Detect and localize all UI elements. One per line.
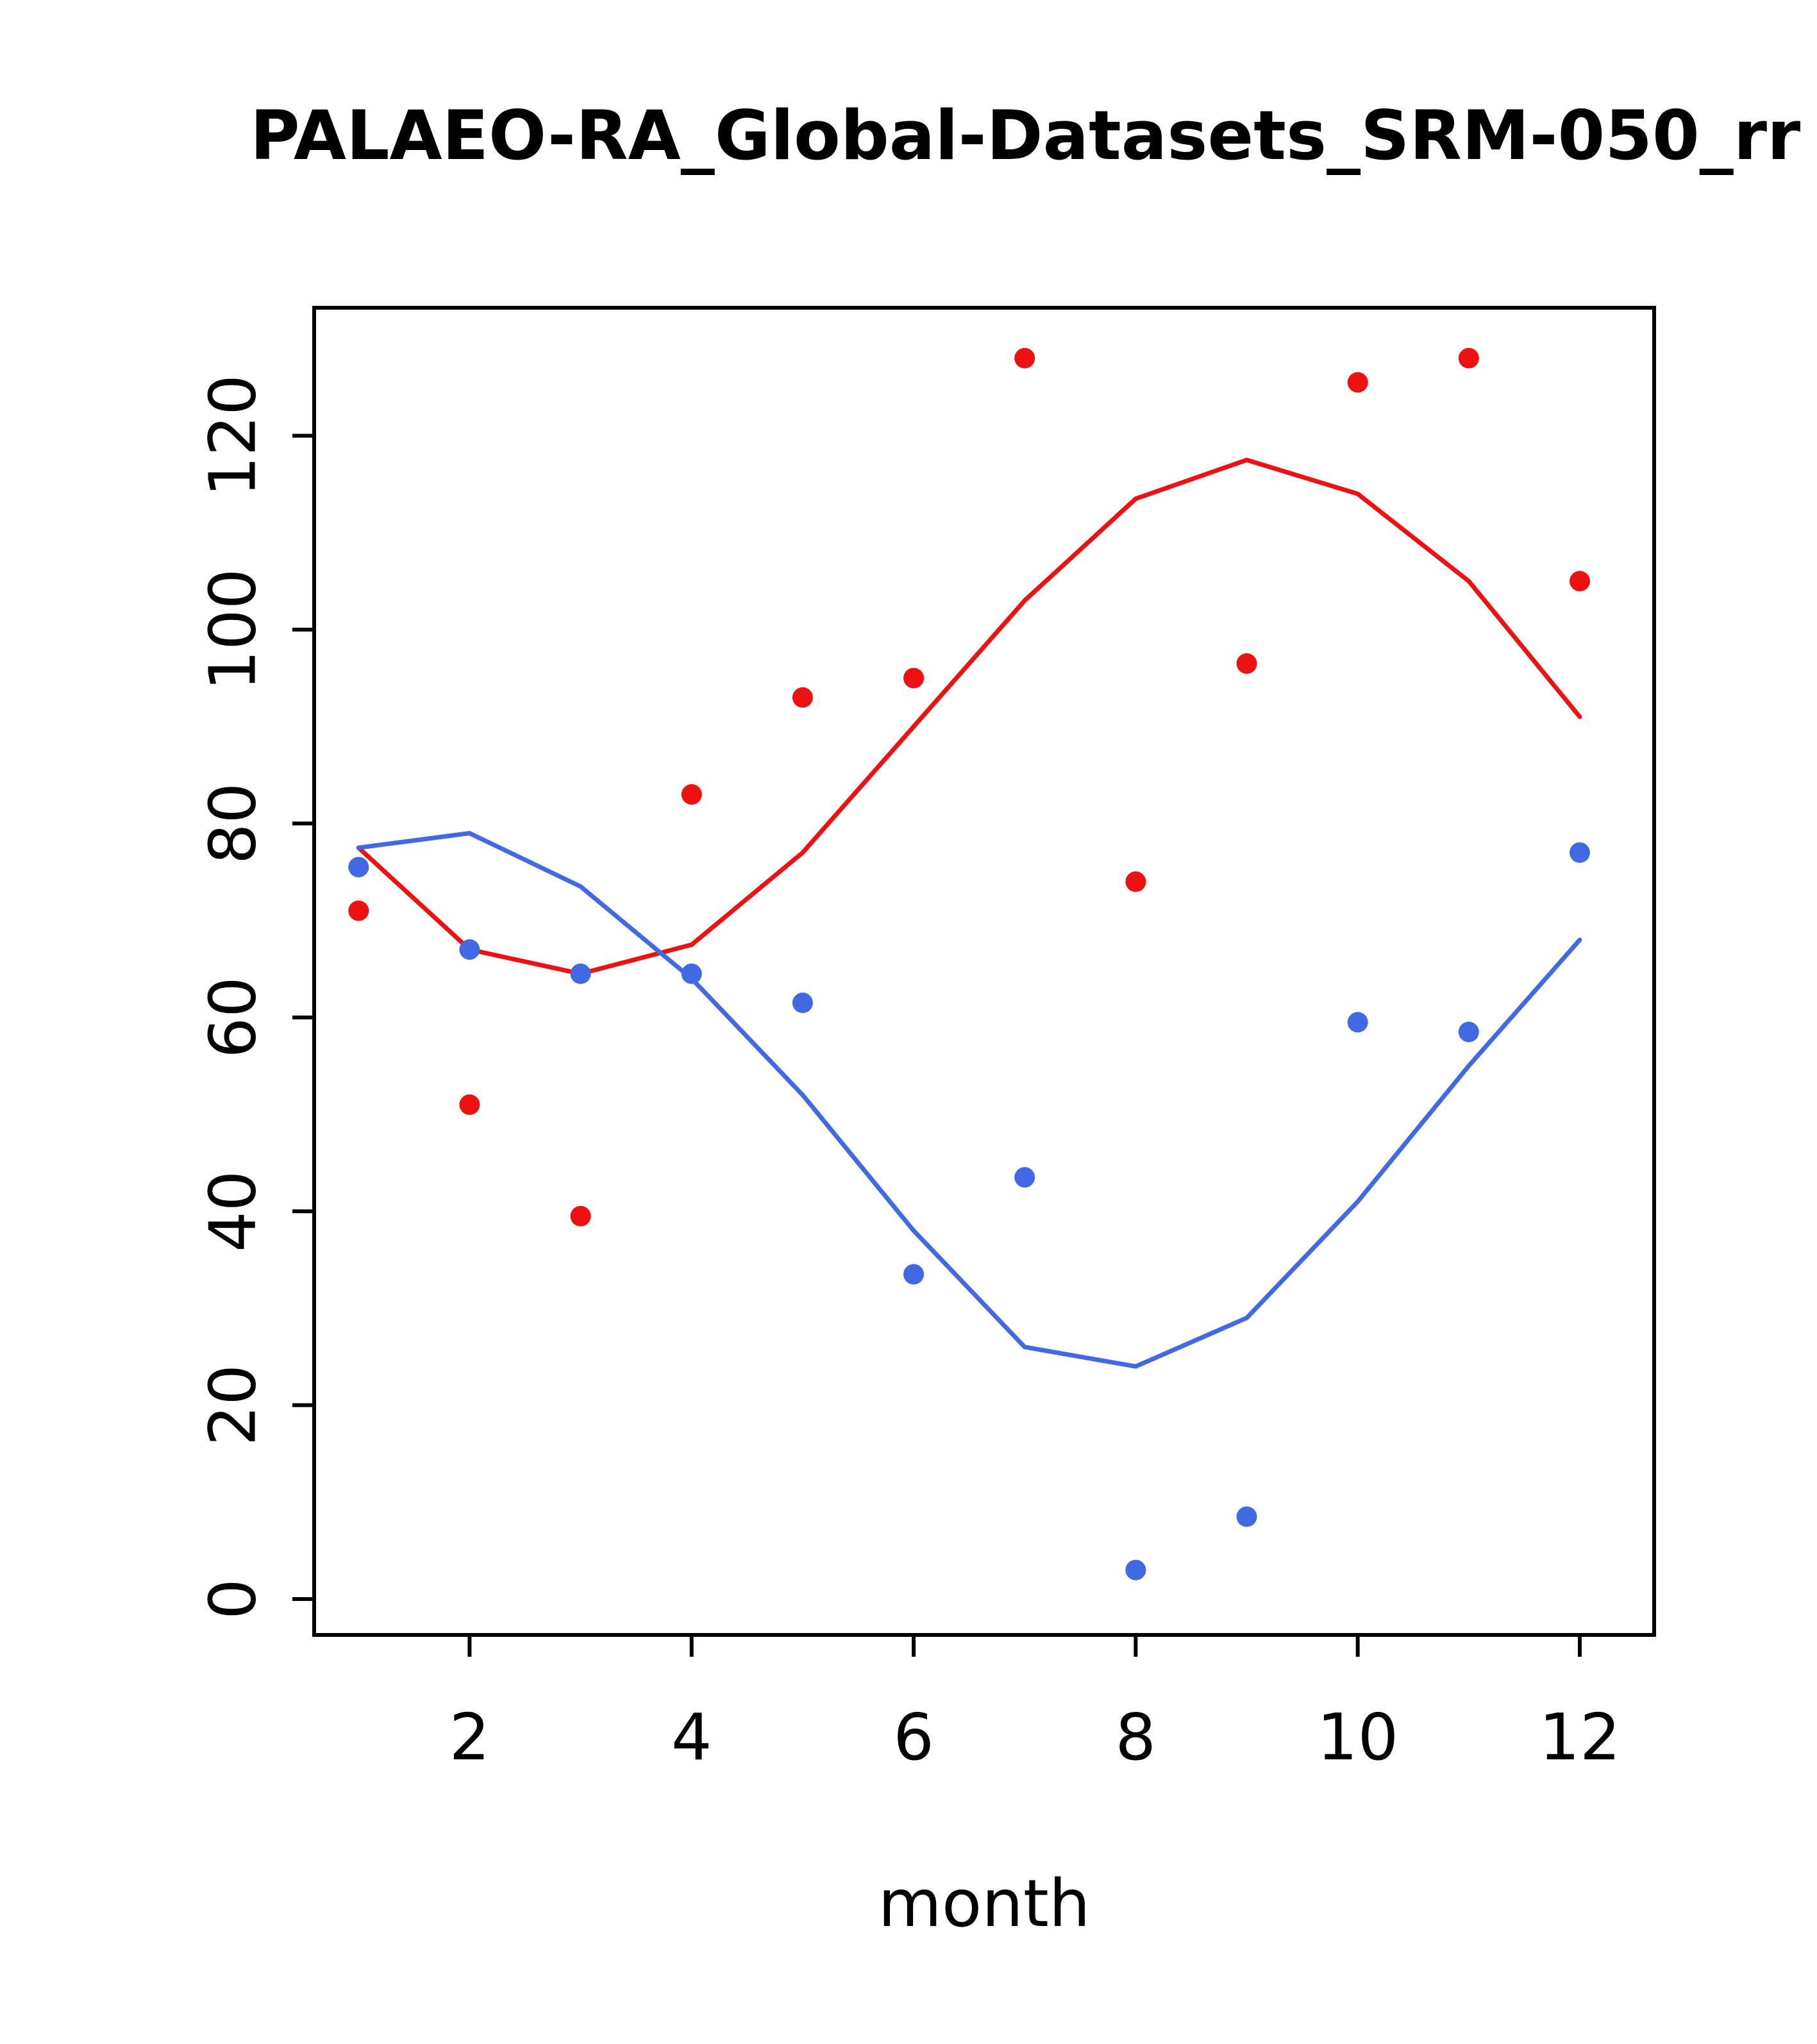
- x-tick-label: 10: [1317, 1700, 1398, 1775]
- x-tick-label: 6: [893, 1700, 934, 1775]
- blue-points-marker: [570, 963, 591, 984]
- plot-box: [312, 306, 1656, 1637]
- y-tick-label: 100: [195, 569, 270, 691]
- x-tick-label: 4: [671, 1700, 712, 1775]
- red-points-marker: [1458, 348, 1479, 369]
- red-points-marker: [348, 900, 369, 921]
- red-points-marker: [570, 1205, 591, 1227]
- blue-points-marker: [459, 939, 480, 960]
- chart-title: PALAEO-RA_Global-Datasets_SRM-050_rr: [250, 96, 1801, 175]
- y-tick-label: 80: [195, 783, 270, 864]
- red-line: [356, 457, 1582, 976]
- x-tick-label: 12: [1539, 1700, 1620, 1775]
- blue-points-marker: [348, 857, 369, 878]
- blue-points-marker: [1014, 1167, 1035, 1188]
- red-points-marker: [459, 1094, 480, 1115]
- blue-points-marker: [1347, 1012, 1368, 1033]
- red-points-marker: [903, 667, 925, 689]
- y-tick-label: 60: [195, 976, 270, 1058]
- x-tick-label: 2: [449, 1700, 490, 1775]
- blue-points-marker: [792, 993, 813, 1014]
- blue-points-marker: [1569, 842, 1590, 863]
- x-tick-label: 8: [1116, 1700, 1157, 1775]
- blue-points-marker: [1125, 1559, 1146, 1580]
- y-tick-label: 0: [195, 1579, 270, 1620]
- blue-points-marker: [1458, 1021, 1479, 1043]
- red-points-marker: [681, 784, 702, 805]
- y-tick-label: 40: [195, 1171, 270, 1252]
- blue-points-marker: [681, 963, 702, 984]
- red-points-marker: [1347, 372, 1368, 393]
- y-tick-label: 20: [195, 1364, 270, 1446]
- blue-points-marker: [903, 1264, 925, 1285]
- blue-line: [356, 831, 1582, 1369]
- red-points-marker: [1236, 653, 1257, 674]
- x-axis-label: month: [878, 1866, 1091, 1942]
- red-points-marker: [1014, 348, 1035, 369]
- red-points-marker: [1569, 571, 1590, 592]
- y-tick-label: 120: [195, 374, 270, 497]
- red-points-marker: [1125, 871, 1146, 892]
- blue-points-marker: [1236, 1506, 1257, 1527]
- red-points-marker: [792, 687, 813, 708]
